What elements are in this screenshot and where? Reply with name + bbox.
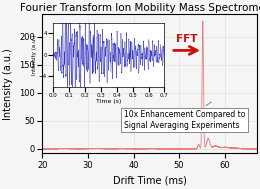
Text: 10x Enhancement Compared to
Signal Averaging Experiments: 10x Enhancement Compared to Signal Avera… <box>124 102 245 130</box>
Text: FFT: FFT <box>176 34 198 44</box>
Title: Fourier Transform Ion Mobility Mass Spectrometry: Fourier Transform Ion Mobility Mass Spec… <box>20 3 260 13</box>
X-axis label: Drift Time (ms): Drift Time (ms) <box>113 176 186 186</box>
Y-axis label: Intensity (a.u.): Intensity (a.u.) <box>3 48 14 120</box>
